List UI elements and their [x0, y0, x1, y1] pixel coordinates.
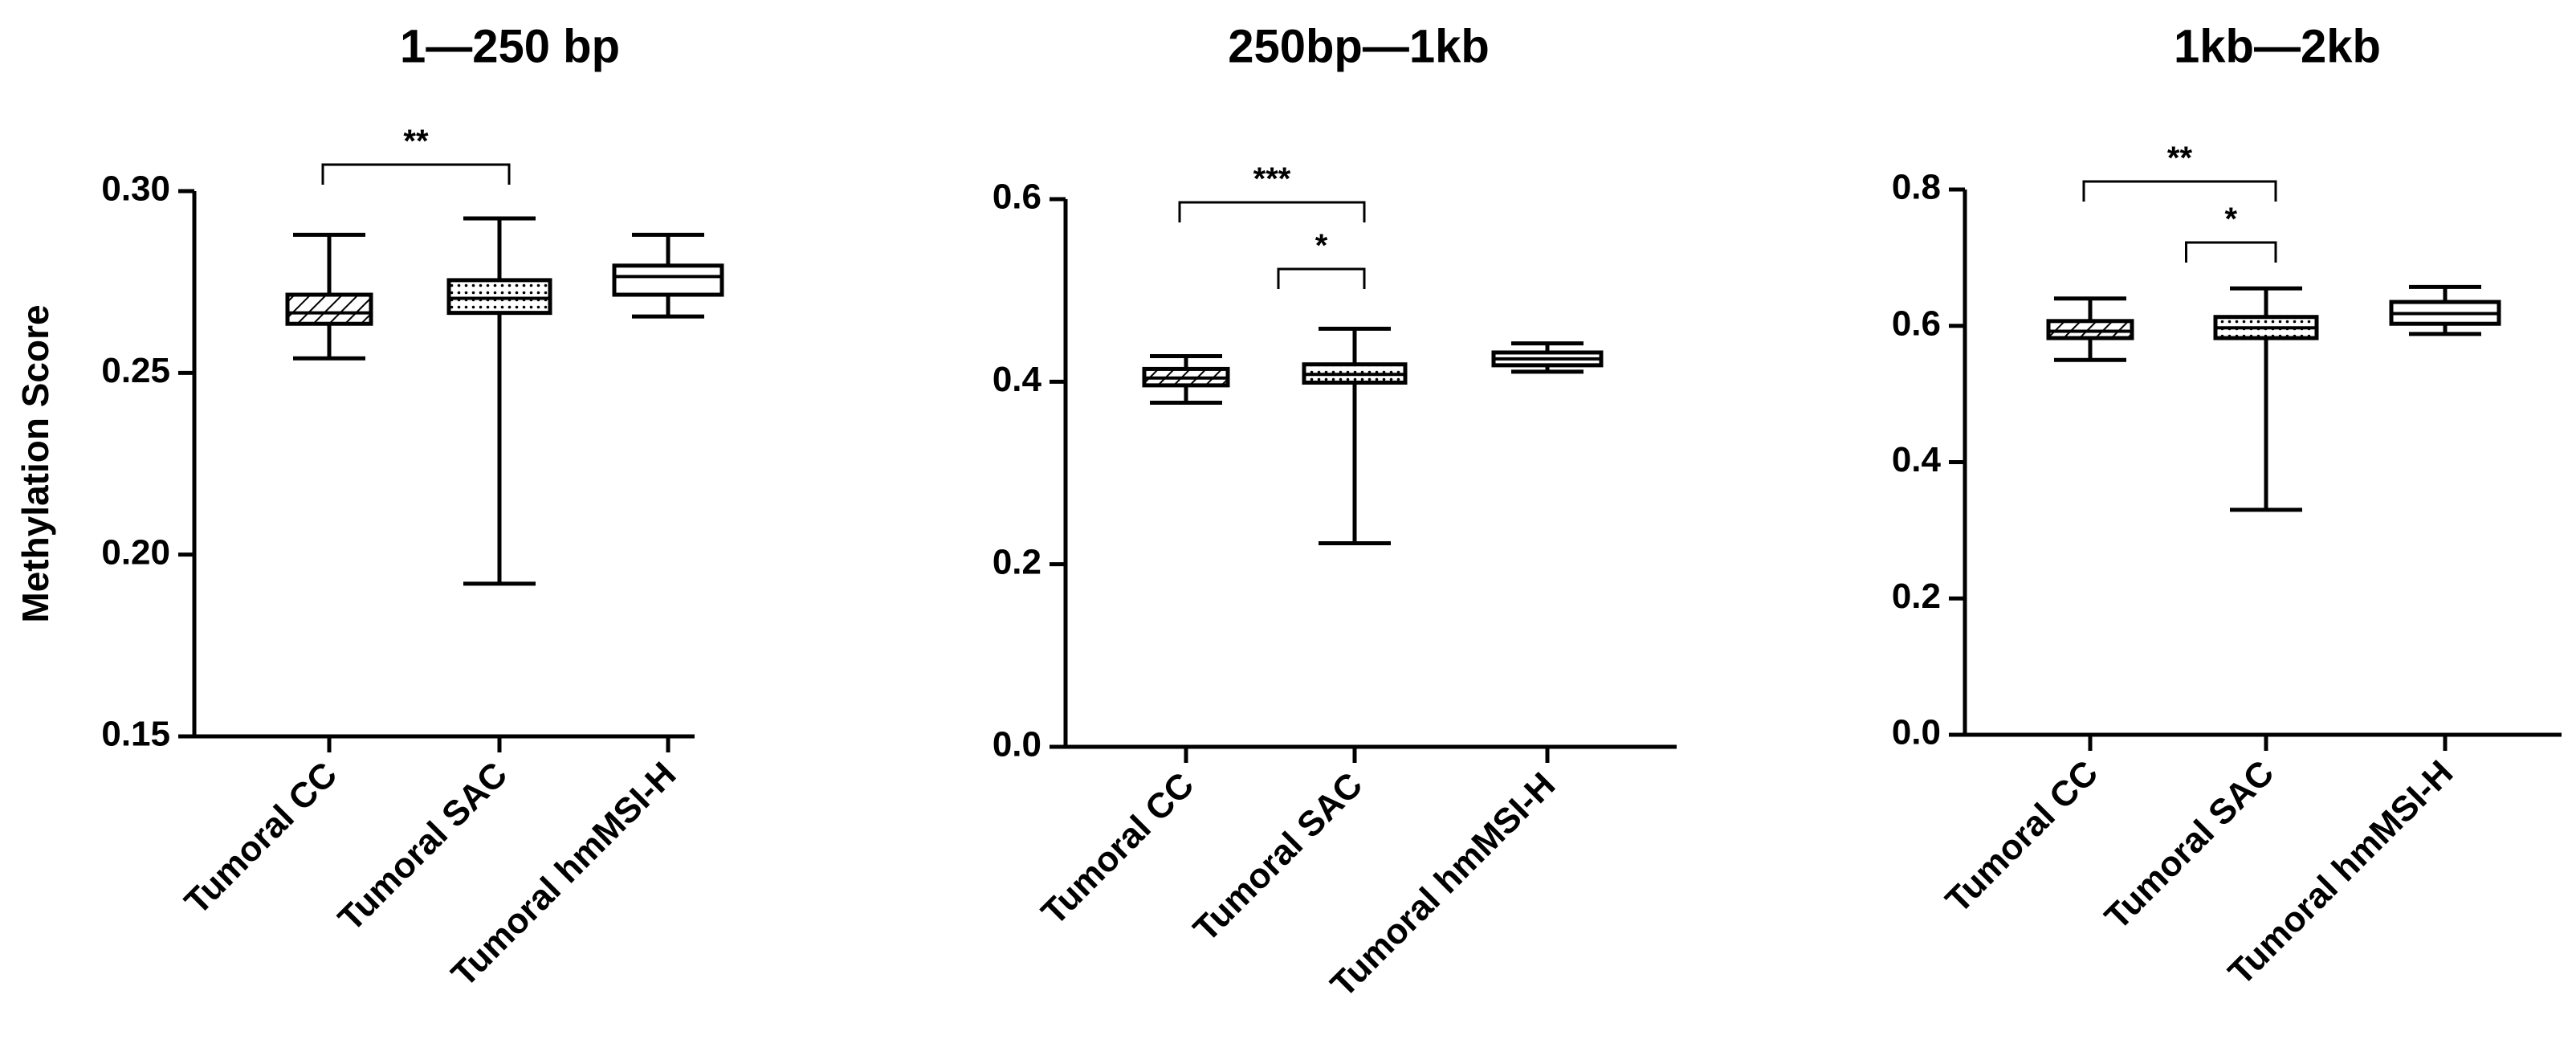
significance-bracket-2: * — [1277, 228, 1366, 289]
panel-title: 1—250 bp — [400, 20, 620, 72]
significance-label: *** — [1253, 161, 1291, 197]
panel-title: 250bp—1kb — [1228, 20, 1490, 72]
box-2 — [446, 216, 552, 586]
box-2 — [1302, 326, 1408, 546]
y-tick-label: 0.2 — [1892, 577, 1941, 616]
y-tick-label: 0.8 — [1892, 168, 1941, 207]
significance-bracket-2: * — [2185, 202, 2277, 263]
y-tick-label: 0.0 — [1892, 713, 1941, 752]
box-2 — [2213, 286, 2319, 512]
box-1 — [2046, 296, 2134, 362]
chart-panel-1: 1—250 bp 0.15 0.20 0.25 0.30 Methylation Scor… — [14, 20, 724, 994]
y-tick-label: 0.6 — [1892, 304, 1941, 343]
box-3 — [2389, 284, 2501, 336]
significance-bracket-1: ** — [2082, 141, 2277, 202]
y-tick-label: 0.4 — [1892, 440, 1942, 479]
y-axis-label: Methylation Score — [14, 304, 56, 622]
box-body — [612, 263, 724, 297]
x-category-label: Tumoral SAC — [1186, 765, 1370, 949]
significance-label: * — [1315, 228, 1328, 263]
significance-label: ** — [403, 124, 429, 159]
significance-label: ** — [2167, 141, 2193, 176]
box-3 — [1491, 341, 1604, 374]
box-body — [285, 292, 373, 326]
y-tick-label: 0.0 — [992, 725, 1041, 764]
chart-panel-3: 1kb—2kb 0.0 0.2 0.4 0.6 0.8 Tumoral CCTumoral … — [1892, 20, 2562, 993]
box-1 — [285, 232, 373, 361]
bracket-line — [1178, 201, 1366, 222]
significance-bracket-1: ** — [321, 124, 511, 185]
y-tick-label: 0.15 — [101, 715, 170, 754]
y-tick-label: 0.2 — [992, 542, 1041, 581]
panel-title: 1kb—2kb — [2174, 20, 2381, 72]
x-category-label: Tumoral CC — [177, 755, 345, 923]
y-tick-label: 0.6 — [992, 177, 1041, 217]
x-category-label: Tumoral CC — [1938, 753, 2106, 921]
bracket-line — [2082, 180, 2277, 202]
significance-bracket-1: *** — [1178, 161, 1366, 222]
y-tick-label: 0.20 — [101, 532, 170, 572]
y-tick-label: 0.4 — [992, 360, 1042, 399]
bracket-line — [321, 163, 511, 185]
x-category-label: Tumoral SAC — [2097, 753, 2281, 937]
box-3 — [612, 232, 724, 319]
x-category-label: Tumoral CC — [1034, 765, 1202, 933]
box-body — [2046, 319, 2134, 340]
box-1 — [1142, 354, 1230, 405]
y-tick-label: 0.30 — [101, 169, 170, 209]
significance-label: * — [2224, 202, 2237, 237]
y-tick-label: 0.25 — [101, 351, 170, 390]
box-body — [446, 278, 552, 316]
bracket-line — [1277, 267, 1366, 289]
x-category-label: Tumoral SAC — [331, 755, 515, 939]
bracket-line — [2185, 241, 2277, 263]
